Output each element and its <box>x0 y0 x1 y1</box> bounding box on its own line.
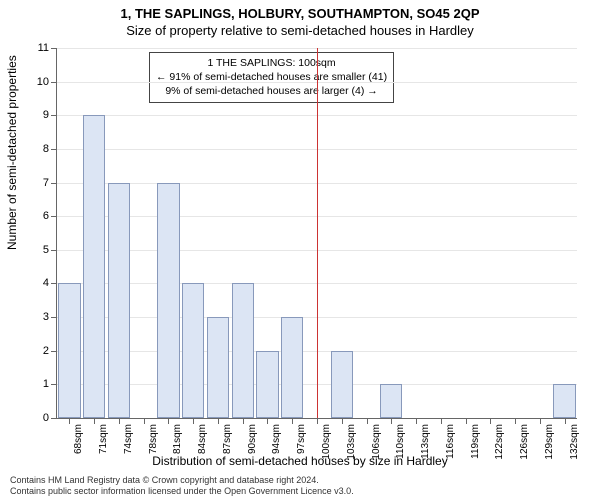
histogram-bar <box>281 317 303 418</box>
histogram-bar <box>83 115 105 418</box>
histogram-bar <box>58 283 80 418</box>
xtick <box>218 418 219 424</box>
footer-line2: Contains public sector information licen… <box>10 486 354 498</box>
annotation-line3: 9% of semi-detached houses are larger (4… <box>156 84 387 98</box>
xtick <box>267 418 268 424</box>
xtick <box>193 418 194 424</box>
xtick <box>490 418 491 424</box>
footer-line1: Contains HM Land Registry data © Crown c… <box>10 475 354 487</box>
ytick-label: 8 <box>43 143 49 155</box>
annotation-box: 1 THE SAPLINGS: 100sqm ← 91% of semi-det… <box>149 52 394 103</box>
ytick-label: 2 <box>43 345 49 357</box>
ytick-label: 0 <box>43 412 49 424</box>
xtick-label: 78sqm <box>148 424 159 454</box>
xtick <box>540 418 541 424</box>
xtick <box>565 418 566 424</box>
xtick <box>317 418 318 424</box>
xtick-label: 81sqm <box>172 424 183 454</box>
xtick <box>144 418 145 424</box>
marker-line <box>317 48 318 418</box>
histogram-bar <box>331 351 353 418</box>
xtick <box>168 418 169 424</box>
xtick <box>466 418 467 424</box>
xtick-label: 74sqm <box>123 424 134 454</box>
ytick <box>51 183 57 184</box>
y-axis-label: Number of semi-detached properties <box>5 55 19 250</box>
ytick-label: 10 <box>37 76 49 88</box>
ytick <box>51 283 57 284</box>
ytick <box>51 384 57 385</box>
xtick <box>292 418 293 424</box>
ytick-label: 3 <box>43 311 49 323</box>
ytick <box>51 317 57 318</box>
xtick <box>119 418 120 424</box>
histogram-bar <box>207 317 229 418</box>
ytick <box>51 216 57 217</box>
xtick-label: 97sqm <box>296 424 307 454</box>
xtick-label: 68sqm <box>73 424 84 454</box>
histogram-bar <box>157 183 179 418</box>
xtick <box>94 418 95 424</box>
chart-container: 1, THE SAPLINGS, HOLBURY, SOUTHAMPTON, S… <box>0 0 600 500</box>
plot-area: 1 THE SAPLINGS: 100sqm ← 91% of semi-det… <box>56 48 577 419</box>
xtick <box>441 418 442 424</box>
ytick-label: 11 <box>38 42 49 54</box>
ytick-label: 9 <box>43 109 49 121</box>
xtick <box>243 418 244 424</box>
xtick <box>69 418 70 424</box>
xtick <box>515 418 516 424</box>
ytick-label: 1 <box>43 378 49 390</box>
histogram-bar <box>182 283 204 418</box>
histogram-bar <box>380 384 402 418</box>
x-axis-label: Distribution of semi-detached houses by … <box>0 454 600 468</box>
footer-attribution: Contains HM Land Registry data © Crown c… <box>10 475 354 498</box>
ytick-label: 4 <box>43 277 49 289</box>
ytick <box>51 149 57 150</box>
ytick <box>51 115 57 116</box>
ytick-label: 5 <box>43 244 49 256</box>
xtick-label: 90sqm <box>247 424 258 454</box>
ytick-label: 6 <box>43 210 49 222</box>
histogram-bar <box>232 283 254 418</box>
ytick <box>51 351 57 352</box>
xtick <box>416 418 417 424</box>
annotation-line1: 1 THE SAPLINGS: 100sqm <box>156 56 387 70</box>
xtick-label: 84sqm <box>197 424 208 454</box>
ytick-label: 7 <box>43 177 49 189</box>
ytick <box>51 250 57 251</box>
ytick <box>51 82 57 83</box>
title-main: 1, THE SAPLINGS, HOLBURY, SOUTHAMPTON, S… <box>0 0 600 21</box>
xtick <box>391 418 392 424</box>
ytick <box>51 418 57 419</box>
xtick-label: 71sqm <box>98 424 109 454</box>
ytick <box>51 48 57 49</box>
xtick <box>342 418 343 424</box>
title-sub: Size of property relative to semi-detach… <box>0 21 600 38</box>
xtick-label: 94sqm <box>271 424 282 454</box>
histogram-bar <box>553 384 575 418</box>
xtick <box>367 418 368 424</box>
xtick-label: 87sqm <box>222 424 233 454</box>
histogram-bar <box>256 351 278 418</box>
histogram-bar <box>108 183 130 418</box>
